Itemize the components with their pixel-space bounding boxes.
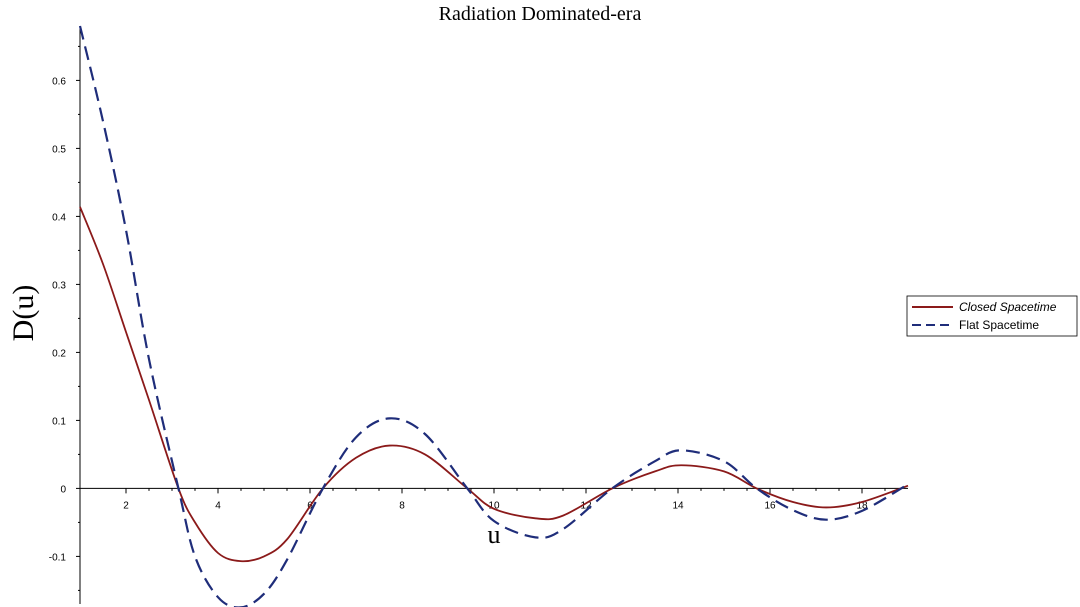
y-tick-label: 0.1: [52, 416, 66, 427]
x-tick-label: 4: [215, 500, 221, 511]
x-tick-label: 8: [399, 500, 405, 511]
x-tick-label: 14: [672, 500, 684, 511]
y-tick-label: 0.6: [52, 76, 66, 87]
legend-box: [906, 295, 1078, 337]
y-tick-label: 0.5: [52, 144, 66, 155]
series-line-closed-spacetime: [79, 206, 909, 563]
y-tick-label: 0.4: [52, 212, 66, 223]
x-tick-label: 12: [580, 500, 592, 511]
y-tick-label: 0.2: [52, 348, 66, 359]
y-tick-label: -0.1: [49, 552, 67, 563]
ticks: -0.100.10.20.30.40.50.62 4 6 8 10 12 14 16 18: [49, 45, 886, 591]
x-tick-label: 10: [488, 500, 500, 511]
x-tick-label: 16: [764, 500, 776, 511]
chart-title: Radiation Dominated-era: [439, 3, 642, 25]
plot-curves: [78, 25, 909, 607]
x-axis-label: u: [488, 520, 501, 549]
x-tick-label: 2: [123, 500, 129, 511]
y-tick-label: 0.3: [52, 280, 66, 291]
y-tick-label: 0: [60, 484, 66, 495]
axes: [79, 26, 908, 604]
y-axis-label: D(u): [7, 285, 40, 342]
legend: Closed Spacetime Flat Spacetime: [906, 295, 1078, 337]
x-tick-label: 18: [856, 500, 868, 511]
legend-label-closed-spacetime: Closed Spacetime: [959, 300, 1057, 314]
legend-label-flat-spacetime: Flat Spacetime: [959, 318, 1039, 332]
series-line-flat-spacetime: [78, 25, 909, 607]
